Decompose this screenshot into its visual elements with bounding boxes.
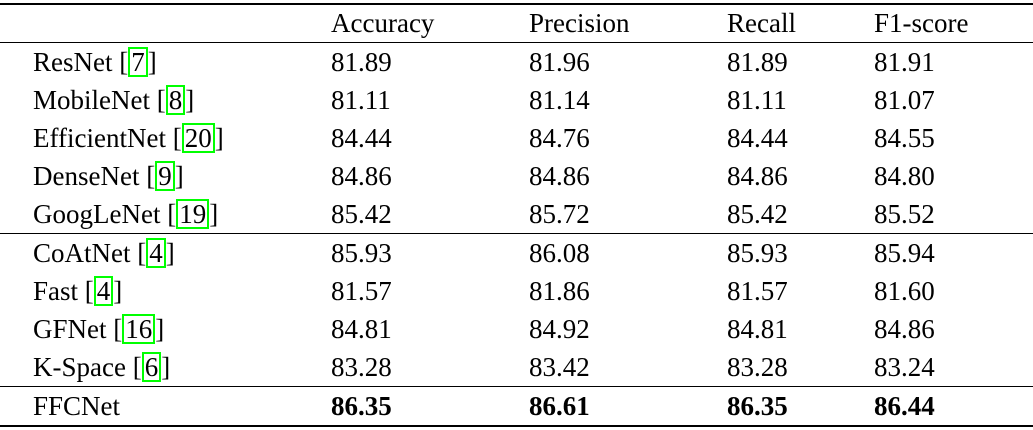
recall-cell: 85.42 bbox=[727, 198, 788, 229]
citation-link[interactable]: 7 bbox=[128, 46, 148, 77]
header-row: Accuracy Precision Recall F1-score bbox=[0, 4, 1033, 43]
f1-score-cell: 84.55 bbox=[874, 122, 935, 153]
f1-score-cell: 86.44 bbox=[874, 390, 935, 421]
accuracy-cell: 83.28 bbox=[331, 351, 392, 382]
model-name-cell: GFNet [16] bbox=[33, 313, 165, 344]
precision-cell: 81.96 bbox=[529, 46, 590, 77]
precision-cell: 81.14 bbox=[529, 84, 590, 115]
model-name: GoogLeNet bbox=[33, 198, 161, 229]
accuracy-cell: 86.35 bbox=[331, 390, 392, 421]
f1-score-cell: 85.52 bbox=[874, 198, 935, 229]
accuracy-cell: 85.42 bbox=[331, 198, 392, 229]
model-name: EfficientNet bbox=[33, 122, 166, 153]
citation-link[interactable]: 4 bbox=[93, 275, 114, 306]
model-name: MobileNet bbox=[33, 84, 150, 115]
accuracy-cell: 84.81 bbox=[331, 313, 392, 344]
recall-cell: 86.35 bbox=[727, 390, 788, 421]
recall-cell: 83.28 bbox=[727, 351, 788, 382]
table-row: CoAtNet [4] 85.93 86.08 85.93 85.94 bbox=[0, 233, 1033, 273]
recall-cell: 85.93 bbox=[727, 237, 788, 268]
table-row: ResNet [7] 81.89 81.96 81.89 81.91 bbox=[0, 43, 1033, 82]
precision-cell: 84.76 bbox=[529, 122, 590, 153]
precision-cell: 86.61 bbox=[529, 390, 590, 421]
model-name-cell: EfficientNet [20] bbox=[33, 122, 224, 153]
precision-cell: 81.86 bbox=[529, 275, 590, 306]
recall-cell: 84.81 bbox=[727, 313, 788, 344]
recall-cell: 84.44 bbox=[727, 122, 788, 153]
table-row: DenseNet [9] 84.86 84.86 84.86 84.80 bbox=[0, 157, 1033, 195]
precision-cell: 83.42 bbox=[529, 351, 590, 382]
citation-link[interactable]: 16 bbox=[122, 313, 156, 344]
model-name-cell: ResNet [7] bbox=[33, 46, 157, 77]
precision-cell: 84.92 bbox=[529, 313, 590, 344]
model-name: CoAtNet bbox=[33, 237, 131, 268]
citation-link[interactable]: 19 bbox=[176, 198, 210, 229]
f1-score-cell: 81.07 bbox=[874, 84, 935, 115]
model-name: DenseNet bbox=[33, 160, 140, 191]
f1-score-cell: 84.80 bbox=[874, 160, 935, 191]
f1-score-cell: 85.94 bbox=[874, 237, 935, 268]
table-row: EfficientNet [20] 84.44 84.76 84.44 84.55 bbox=[0, 119, 1033, 157]
model-name: ResNet bbox=[33, 46, 113, 77]
citation-link[interactable]: 9 bbox=[155, 160, 175, 191]
header-model bbox=[0, 4, 331, 43]
model-name: FFCNet bbox=[33, 390, 121, 421]
model-name: Fast bbox=[33, 275, 79, 306]
model-name-cell: FFCNet bbox=[0, 387, 331, 427]
model-name-cell: CoAtNet [4] bbox=[33, 237, 175, 268]
accuracy-cell: 85.93 bbox=[331, 237, 392, 268]
recall-cell: 81.57 bbox=[727, 275, 788, 306]
f1-score-cell: 81.91 bbox=[874, 46, 935, 77]
model-name-cell: DenseNet [9] bbox=[33, 160, 184, 191]
table-row: FFCNet 86.35 86.61 86.35 86.44 bbox=[0, 386, 1033, 427]
results-table: Accuracy Precision Recall F1-score ResNe… bbox=[0, 3, 1033, 427]
precision-cell: 86.08 bbox=[529, 237, 590, 268]
header-recall: Recall bbox=[727, 8, 796, 38]
accuracy-cell: 81.89 bbox=[331, 46, 392, 77]
precision-cell: 85.72 bbox=[529, 198, 590, 229]
recall-cell: 81.11 bbox=[727, 84, 787, 115]
accuracy-cell: 84.86 bbox=[331, 160, 392, 191]
table-row: GFNet [16] 84.81 84.92 84.81 84.86 bbox=[0, 310, 1033, 348]
accuracy-cell: 81.11 bbox=[331, 84, 391, 115]
f1-score-cell: 83.24 bbox=[874, 351, 935, 382]
recall-cell: 84.86 bbox=[727, 160, 788, 191]
model-name: K-Space bbox=[33, 351, 126, 382]
header-precision: Precision bbox=[529, 8, 630, 38]
citation-link[interactable]: 6 bbox=[141, 351, 162, 382]
accuracy-cell: 84.44 bbox=[331, 122, 392, 153]
f1-score-cell: 84.86 bbox=[874, 313, 935, 344]
model-name-cell: K-Space [6] bbox=[33, 351, 171, 382]
table-row: K-Space [6] 83.28 83.42 83.28 83.24 bbox=[0, 348, 1033, 387]
table-row: GoogLeNet [19] 85.42 85.72 85.42 85.52 bbox=[0, 195, 1033, 234]
model-name-cell: Fast [4] bbox=[33, 275, 123, 306]
model-name-cell: GoogLeNet [19] bbox=[33, 198, 219, 229]
header-accuracy: Accuracy bbox=[331, 8, 435, 38]
accuracy-cell: 81.57 bbox=[331, 275, 392, 306]
f1-score-cell: 81.60 bbox=[874, 275, 935, 306]
header-f1-score: F1-score bbox=[874, 8, 969, 38]
precision-cell: 84.86 bbox=[529, 160, 590, 191]
table-row: Fast [4] 81.57 81.86 81.57 81.60 bbox=[0, 272, 1033, 310]
model-name: GFNet bbox=[33, 313, 107, 344]
table-row: MobileNet [8] 81.11 81.14 81.11 81.07 bbox=[0, 81, 1033, 119]
recall-cell: 81.89 bbox=[727, 46, 788, 77]
model-name-cell: MobileNet [8] bbox=[33, 84, 195, 115]
citation-link[interactable]: 8 bbox=[165, 84, 186, 115]
citation-link[interactable]: 4 bbox=[146, 237, 166, 268]
citation-link[interactable]: 20 bbox=[181, 122, 215, 153]
